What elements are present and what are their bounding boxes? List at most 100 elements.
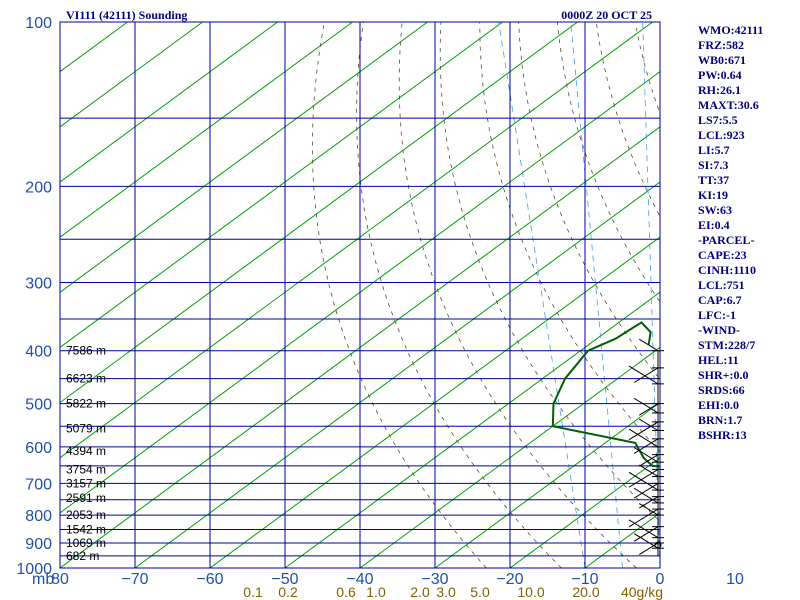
pressure-tick-label: 100 (25, 15, 52, 32)
wind-barb (628, 519, 659, 539)
mixing-ratio-label: 0.6 (336, 584, 356, 600)
index-value: WB0:671 (698, 53, 746, 67)
temperature-tick-label: 10 (726, 571, 744, 588)
pressure-tick-label: 800 (25, 508, 52, 525)
index-value: MAXT:30.6 (698, 98, 759, 112)
wind-barb (628, 421, 659, 441)
pressure-tick-label: 1000 (16, 561, 52, 578)
index-value: HEL:11 (698, 353, 739, 367)
wind-barb (628, 365, 659, 385)
index-value: LS7:5.5 (698, 113, 738, 127)
pressure-tick-label: 400 (25, 344, 52, 361)
wind-barb (638, 403, 659, 416)
height-label: 3157 m (66, 476, 106, 490)
sounding-time: 0000Z 20 OCT 25 (561, 8, 652, 22)
isotherm-line (284, 291, 660, 568)
wind-barb (638, 496, 659, 509)
pressure-tick-label: 600 (25, 440, 52, 457)
profile-line (551, 321, 660, 468)
height-label: 2591 m (66, 491, 106, 505)
wind-barb (633, 447, 659, 463)
wind-barb (638, 338, 659, 352)
temperature-tick-label: −40 (346, 571, 373, 588)
isotherm-line (60, 71, 660, 514)
mixing-ratio-label: 10.0 (517, 584, 544, 600)
wind-barb (638, 503, 659, 516)
index-value: LI:5.7 (698, 143, 730, 157)
plot-frame (59, 21, 661, 569)
index-value: EHI:0.0 (698, 398, 739, 412)
isotherm-line (359, 346, 660, 568)
temperature-tick-label: −30 (421, 571, 448, 588)
index-value: EI:0.4 (698, 218, 730, 232)
index-value: PW:0.64 (698, 68, 742, 82)
height-label: 5079 m (66, 421, 106, 435)
index-value: BRN:1.7 (698, 413, 742, 427)
isotherm-line (134, 181, 660, 568)
height-label: 4394 m (66, 444, 106, 458)
index-value: SHR+:0.0 (698, 368, 749, 382)
indices-panel: WMO:42111FRZ:582WB0:671PW:0.64RH:26.1MAX… (698, 23, 763, 442)
wind-calm-marker (654, 541, 662, 549)
wind-barb (628, 469, 659, 488)
height-label: 3754 m (66, 462, 106, 476)
wind-barbs (628, 338, 664, 556)
wind-barb (628, 428, 659, 448)
isotherm-line (60, 22, 278, 183)
height-label: 6623 m (66, 372, 106, 386)
index-value: -WIND- (698, 323, 740, 337)
mixing-ratio-label: 3.0 (436, 584, 456, 600)
isotherm-line (434, 401, 660, 568)
height-label: 1069 m (66, 536, 106, 550)
wind-barb (638, 464, 659, 477)
index-value: -PARCEL- (698, 233, 754, 247)
pressure-tick-label: 700 (25, 476, 52, 493)
isotherm-line (60, 22, 428, 293)
index-value: SW:63 (698, 203, 732, 217)
mixing-ratio-label: 20.0 (572, 584, 599, 600)
isotherm-line (60, 126, 660, 568)
mixing-ratio-label: 5.0 (470, 584, 490, 600)
index-value: LCL:751 (698, 278, 745, 292)
temperature-tick-label: 0 (656, 571, 665, 588)
pressure-tick-label: 300 (25, 276, 52, 293)
moist-adiabat-line (773, 22, 800, 568)
chart-title: VI111 (42111) Sounding (66, 8, 187, 22)
index-value: LFC:-1 (698, 308, 736, 322)
mixing-ratio-label: 1.0 (366, 584, 386, 600)
wind-barb (638, 454, 659, 467)
index-value: BSHR:13 (698, 428, 747, 442)
temperature-tick-label: −60 (196, 571, 223, 588)
wind-barb (633, 487, 659, 504)
height-label: 2053 m (66, 508, 106, 522)
index-value: CAP:6.7 (698, 293, 742, 307)
index-value: CINH:1110 (698, 263, 756, 277)
wind-barb (633, 397, 659, 414)
pressure-tick-label: 900 (25, 536, 52, 553)
index-value: TT:37 (698, 173, 729, 187)
height-label: 1542 m (66, 522, 106, 536)
isotherm-line (60, 22, 653, 459)
mixing-ratio-label: 2.0 (410, 584, 430, 600)
grid (59, 21, 661, 569)
index-value: KI:19 (698, 188, 728, 202)
index-value: FRZ:582 (698, 38, 744, 52)
mixing-ratio-label: 40g/kg (621, 584, 663, 600)
isotherm-line (60, 22, 353, 238)
wind-barb (633, 438, 659, 454)
isotherm-line (209, 236, 660, 568)
index-value: SRDS:66 (698, 383, 745, 397)
isotherm-line (509, 457, 660, 568)
wind-barb (633, 367, 659, 383)
mixing-ratio-label: 0.2 (278, 584, 298, 600)
index-value: CAPE:23 (698, 248, 747, 262)
isotherm-line (60, 22, 203, 128)
temperature-tick-label: −70 (121, 571, 148, 588)
temperature-tick-label: 80 (51, 571, 69, 588)
temperature-tick-label: −50 (271, 571, 298, 588)
pressure-tick-label: 200 (25, 179, 52, 196)
temperature-tick-label: −10 (571, 571, 598, 588)
index-value: WMO:42111 (698, 23, 763, 37)
temperature-tick-label: −20 (496, 571, 523, 588)
